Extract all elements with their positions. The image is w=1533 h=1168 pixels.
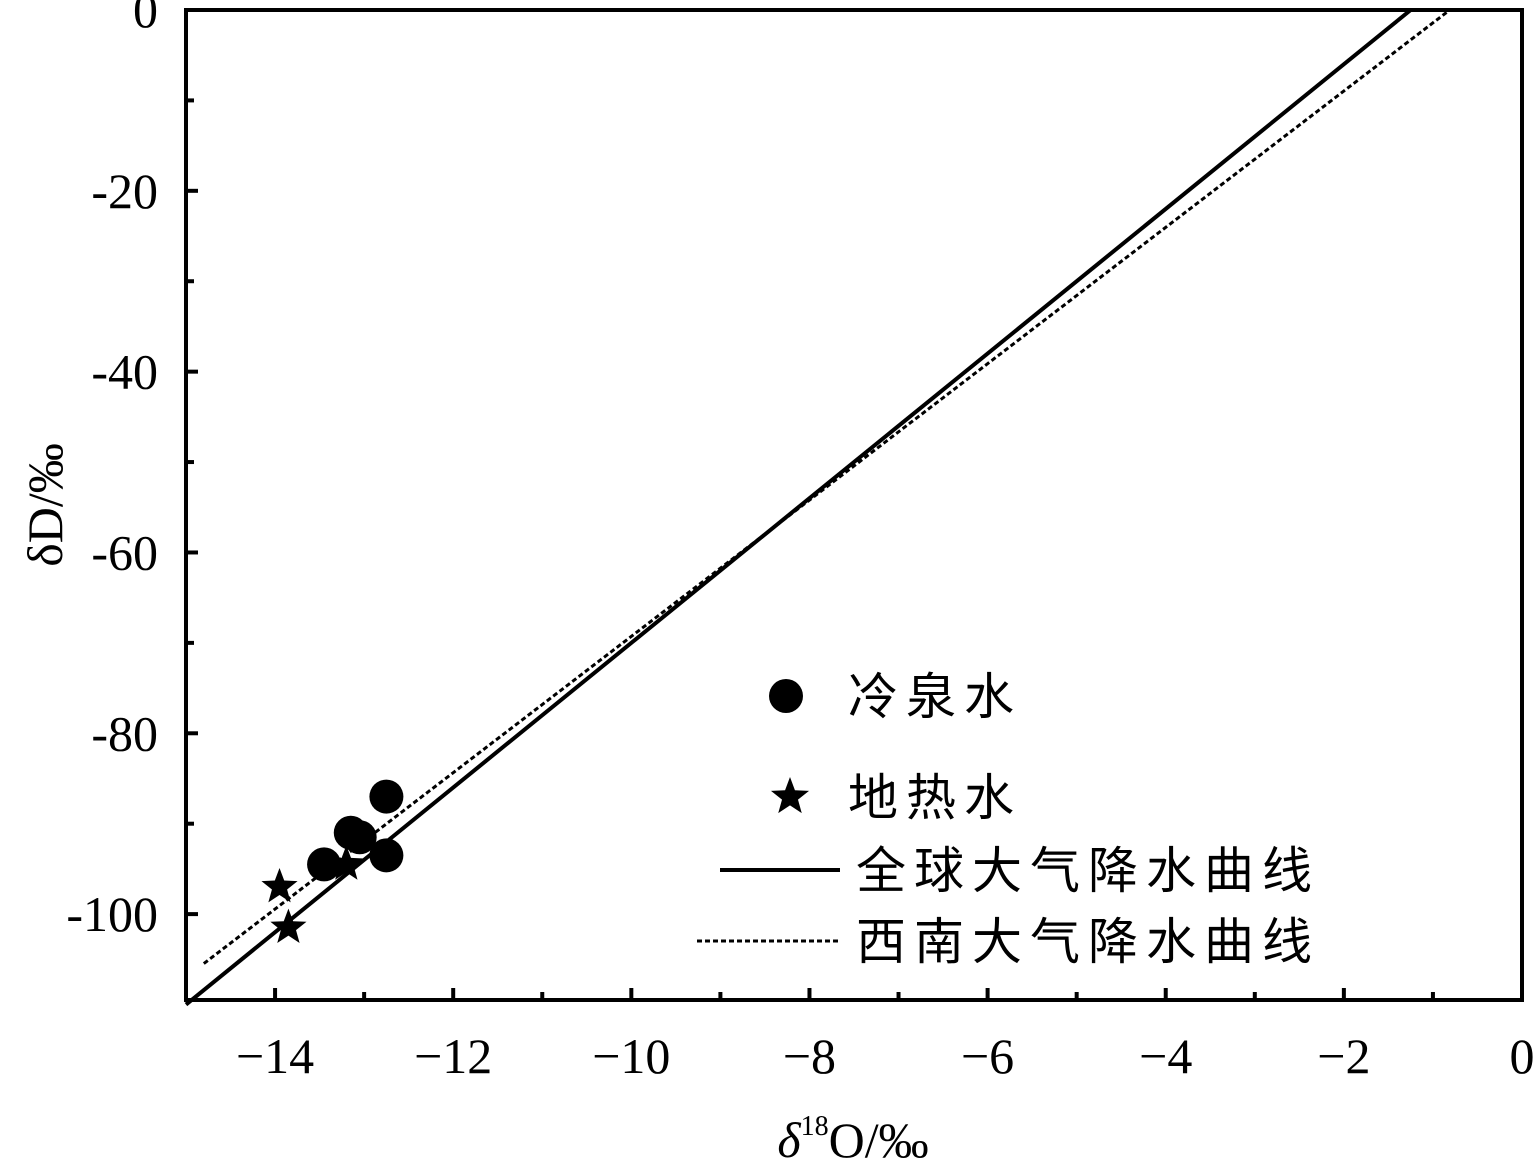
y-tick-label: -20: [91, 163, 158, 219]
legend-star-icon: [770, 777, 810, 814]
legend-label: 冷泉水: [848, 668, 1022, 726]
y-axis-title: δD/‰: [17, 443, 73, 567]
data-markers: [261, 779, 404, 944]
geothermal-point: [270, 908, 307, 944]
legend-label: 全球大气降水曲线: [856, 842, 1320, 900]
y-axis-ticks: 0 -20 -40 -60 -80 -100: [66, 0, 198, 942]
geothermal-point: [261, 867, 298, 903]
x-tick-label: −10: [592, 1028, 670, 1084]
legend-label: 地热水: [848, 769, 1022, 827]
southwest-meteoric-water-line: [202, 8, 1451, 965]
plot-frame: [184, 8, 1524, 1002]
x-axis-title-delta: δ: [777, 1112, 801, 1168]
x-axis-title-superscript: 18: [801, 1111, 829, 1142]
x-tick-label: −6: [961, 1028, 1014, 1084]
cold-spring-point: [307, 847, 342, 882]
cold-spring-point: [369, 779, 404, 814]
y-tick-label: -80: [91, 705, 158, 761]
y-tick-label: -100: [66, 886, 158, 942]
y-tick-label: -60: [91, 524, 158, 580]
x-axis-ticks: −14 −12 −10 −8 −6 −4 −2 0: [236, 988, 1533, 1084]
x-tick-label: −4: [1139, 1028, 1192, 1084]
x-tick-label: −8: [783, 1028, 836, 1084]
legend-label: 西南大气降水曲线: [856, 913, 1320, 971]
x-axis-title-rest: O/‰: [829, 1112, 929, 1168]
cold-spring-point: [342, 820, 377, 855]
x-tick-label: −14: [236, 1028, 314, 1084]
y-tick-label: -40: [91, 344, 158, 400]
x-tick-label: −2: [1317, 1028, 1370, 1084]
x-tick-label: −12: [414, 1028, 492, 1084]
geothermal-point: [328, 845, 365, 880]
legend-circle-icon: [769, 679, 803, 713]
x-tick-label: 0: [1510, 1028, 1533, 1084]
y-tick-label: 0: [133, 0, 158, 38]
x-axis-title: δ18O/‰: [777, 1111, 928, 1168]
cold-spring-point: [369, 838, 404, 873]
